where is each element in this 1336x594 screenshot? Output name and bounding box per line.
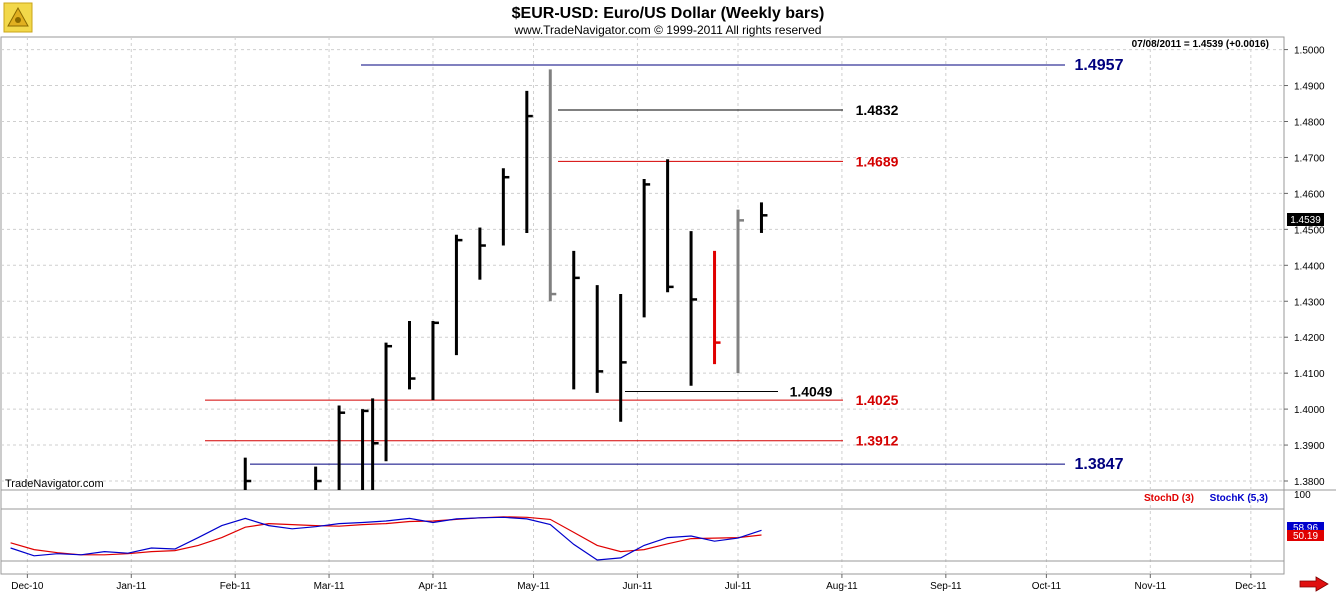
watermark: TradeNavigator.com: [5, 478, 104, 490]
stochastic-panel: [1, 508, 1284, 562]
y-tick-label: 1.4500: [1294, 225, 1325, 236]
y-tick-label: 1.4200: [1294, 333, 1325, 344]
chart-title: $EUR-USD: Euro/US Dollar (Weekly bars): [512, 5, 825, 22]
tradenavigator-logo-icon: [3, 2, 33, 33]
y-tick-label: 1.4800: [1294, 117, 1325, 128]
y-tick-label: 1.4000: [1294, 405, 1325, 416]
copyright-line: www.TradeNavigator.com © 1999-2011 All r…: [514, 23, 822, 37]
x-tick-label: Nov-11: [1135, 581, 1167, 592]
y-tick-label: 1.4400: [1294, 261, 1325, 272]
y-tick-label: 1.5000: [1294, 46, 1325, 57]
level-label: 1.3847: [1075, 456, 1124, 473]
level-label: 1.4957: [1075, 57, 1124, 74]
x-tick-label: Jan-11: [116, 581, 146, 592]
x-tick-label: Dec-11: [1235, 581, 1267, 592]
x-tick-label: Oct-11: [1032, 581, 1062, 592]
y-tick-label: 1.4100: [1294, 369, 1325, 380]
x-tick-label: Aug-11: [826, 581, 858, 592]
x-tick-label: May-11: [517, 581, 550, 592]
stochd-value-box: [1287, 530, 1324, 541]
stochd-value: 50.19: [1293, 531, 1318, 542]
time-axis: Dec-10 Jan-11 Feb-11 Mar-11 Apr-11 May-11 Jun-…: [11, 574, 1267, 592]
y-tick-label: 1.4900: [1294, 82, 1325, 93]
y-tick-label: 1.4700: [1294, 153, 1325, 164]
level-label: 1.4832: [856, 102, 899, 118]
stochd-legend: StochD (3): [1144, 493, 1194, 504]
stoch-line: [10, 516, 762, 561]
x-tick-label: Apr-11: [418, 581, 448, 592]
x-tick-label: Dec-10: [11, 581, 44, 592]
stochk-legend: StochK (5,3): [1210, 493, 1268, 504]
x-tick-label: Feb-11: [220, 581, 251, 592]
y-tick-label: 1.4300: [1294, 297, 1325, 308]
last-quote: 07/08/2011 = 1.4539 (+0.0016): [1132, 39, 1269, 50]
x-tick-label: Sep-11: [930, 581, 962, 592]
scroll-right-arrow-icon[interactable]: [1299, 576, 1329, 592]
x-tick-label: Mar-11: [314, 581, 345, 592]
last-price-box: [1287, 213, 1324, 226]
price-bars: [243, 69, 768, 490]
last-price-label: 1.4539: [1290, 215, 1321, 226]
y-tick-label: 1.4600: [1294, 189, 1325, 200]
level-label: 1.4025: [856, 392, 899, 408]
y-tick-label: 1.3800: [1294, 477, 1325, 488]
stoch-line: [10, 516, 762, 556]
stochk-value: 58.96: [1293, 523, 1318, 534]
grid-lines: [1, 37, 1284, 574]
stochk-value-box: [1287, 522, 1324, 533]
plot-frame: [0, 36, 1285, 575]
level-lines: 1.4957 1.4832 1.4689 1.4049 1.4025 1.3912 1.38…: [205, 57, 1124, 473]
y-tick-label: 1.3900: [1294, 441, 1325, 452]
level-label: 1.4689: [856, 153, 899, 169]
x-tick-label: Jun-11: [623, 581, 653, 592]
stoch-100-tick: 100: [1294, 490, 1311, 501]
level-label: 1.3912: [856, 433, 899, 449]
x-tick-label: Jul-11: [725, 581, 752, 592]
price-axis: 1.5000 1.4900 1.4800 1.4700 1.4600 1.4500 1.44…: [1284, 46, 1325, 488]
level-label: 1.4049: [790, 383, 833, 399]
